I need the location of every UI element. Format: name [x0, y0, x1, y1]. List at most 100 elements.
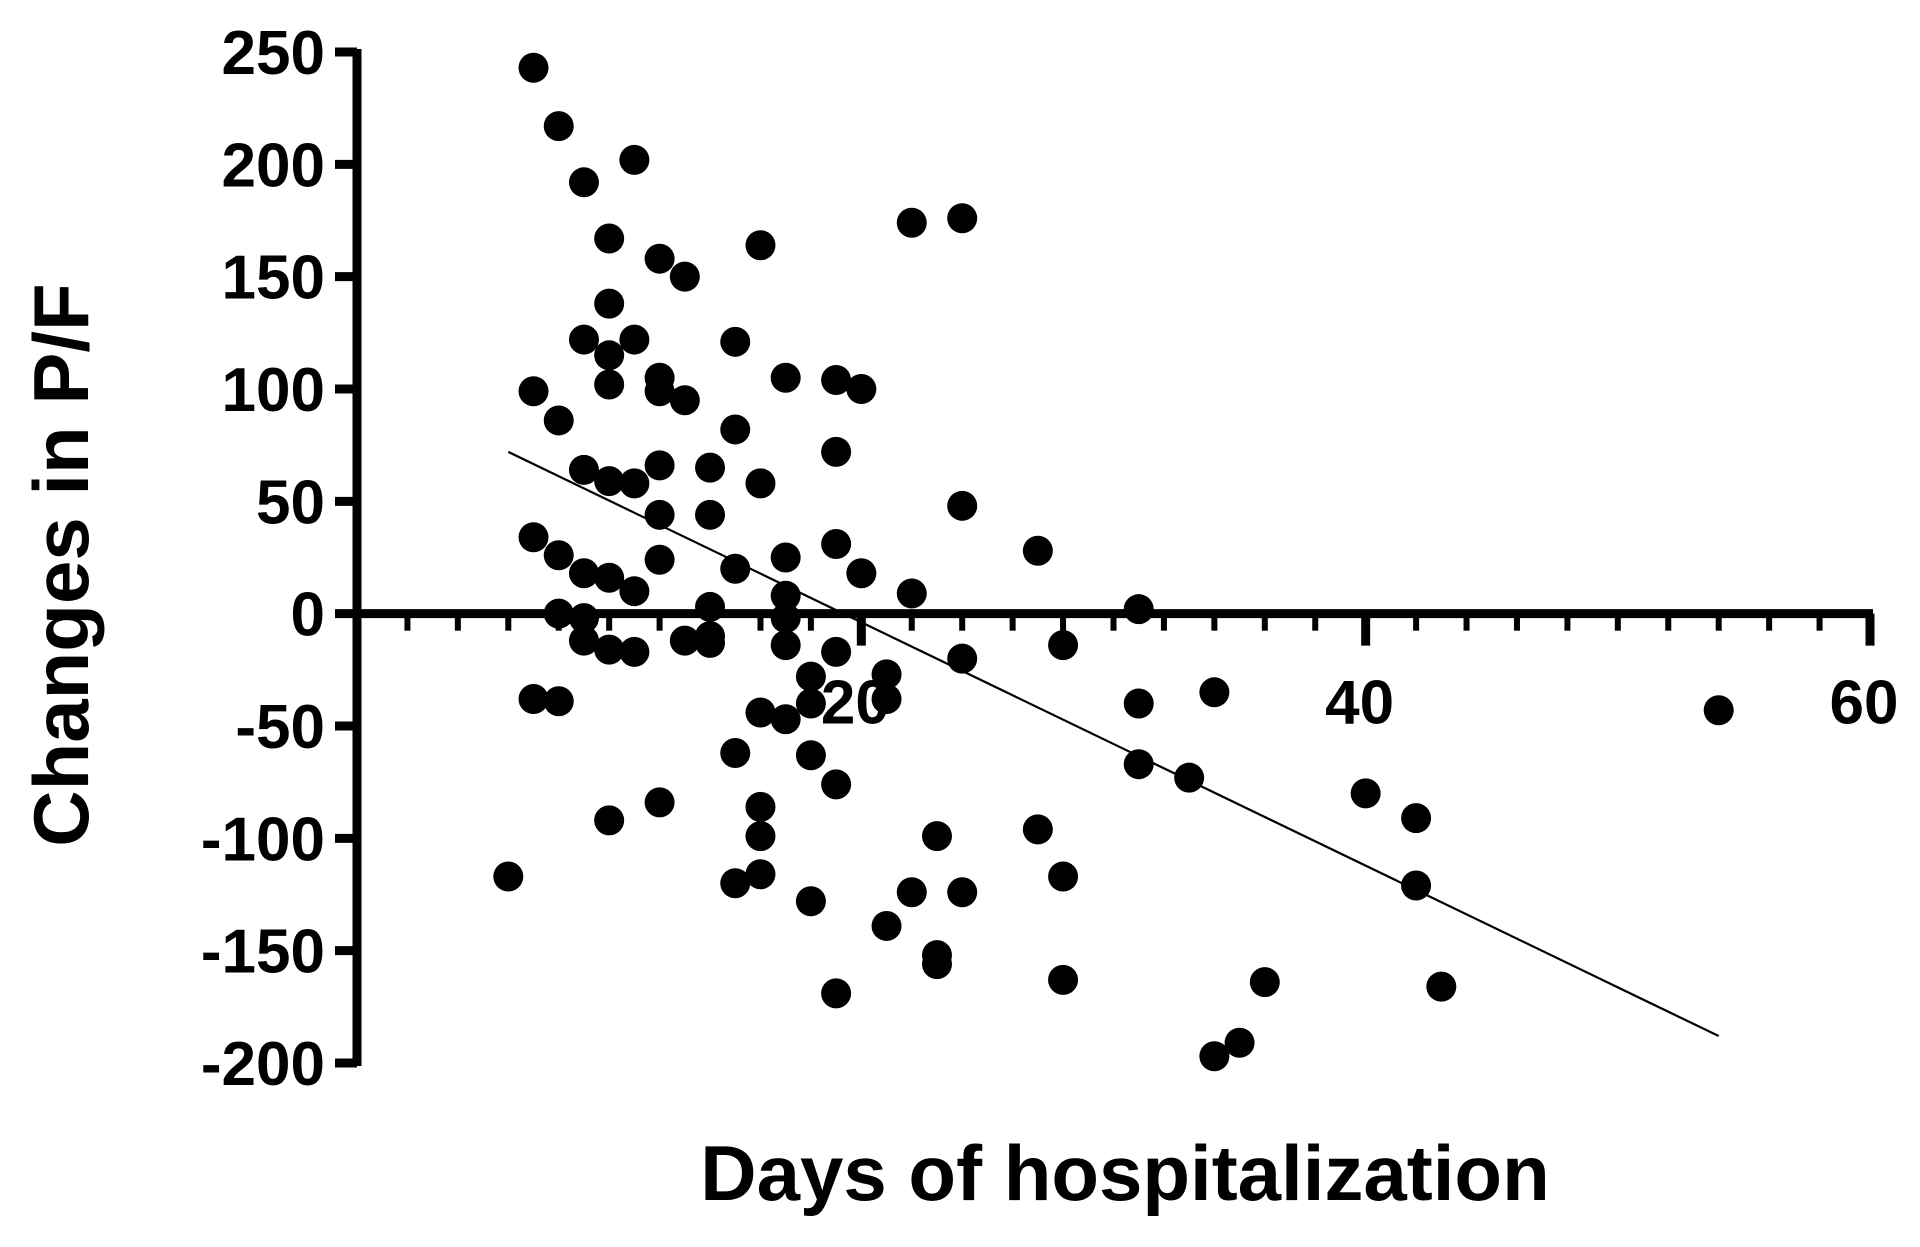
- data-point: [1123, 594, 1154, 625]
- data-point: [644, 544, 675, 575]
- data-point: [795, 740, 826, 771]
- data-point: [695, 627, 726, 658]
- data-point: [795, 688, 826, 719]
- data-point: [770, 362, 801, 393]
- data-point: [619, 636, 650, 667]
- data-point: [518, 376, 549, 407]
- data-point: [770, 704, 801, 735]
- data-point: [543, 540, 574, 571]
- data-point: [745, 791, 776, 822]
- x-tick-label: 40: [1325, 669, 1394, 738]
- x-tick-label: 60: [1830, 669, 1899, 738]
- data-point: [720, 414, 751, 445]
- data-point: [947, 203, 978, 234]
- data-point: [1401, 803, 1432, 834]
- data-point: [1174, 762, 1205, 793]
- data-point: [720, 553, 751, 584]
- data-point: [695, 591, 726, 622]
- data-point: [543, 686, 574, 717]
- data-point: [594, 223, 625, 254]
- data-point: [720, 868, 751, 899]
- data-point: [644, 787, 675, 818]
- data-point: [947, 643, 978, 674]
- data-point: [770, 603, 801, 634]
- points-layer: [493, 52, 1734, 1072]
- data-point: [745, 859, 776, 890]
- data-point: [594, 466, 625, 497]
- data-point: [619, 468, 650, 499]
- y-tick-label: 200: [222, 131, 325, 200]
- y-tick-label: -100: [201, 805, 325, 874]
- data-point: [1401, 870, 1432, 901]
- data-point: [1199, 677, 1230, 708]
- y-tick-label: 250: [222, 19, 325, 88]
- fit-line-layer: [507, 450, 1720, 1038]
- data-point: [947, 490, 978, 521]
- data-point: [1022, 535, 1053, 566]
- data-point: [1022, 814, 1053, 845]
- data-point: [947, 877, 978, 908]
- data-point: [1199, 1041, 1230, 1072]
- data-point: [644, 499, 675, 530]
- labels-layer: 250 200 150 100 50 0 -50 -100 -150 -200 20 40 60: [201, 19, 1899, 1099]
- data-point: [695, 452, 726, 483]
- y-tick-label: 0: [291, 581, 325, 650]
- data-point: [921, 821, 952, 852]
- data-point: [1426, 971, 1457, 1002]
- data-point: [821, 365, 852, 396]
- data-point: [493, 861, 524, 892]
- data-point: [745, 697, 776, 728]
- data-point: [543, 111, 574, 142]
- data-point: [594, 805, 625, 836]
- axes-layer: [335, 47, 1875, 1068]
- data-point: [1048, 861, 1079, 892]
- data-point: [896, 877, 927, 908]
- x-axis-title: Days of hospitalization: [700, 1129, 1549, 1217]
- data-point: [669, 261, 700, 292]
- data-point: [821, 769, 852, 800]
- data-point: [695, 499, 726, 530]
- data-point: [568, 558, 599, 589]
- data-point: [669, 625, 700, 656]
- data-point: [518, 52, 549, 83]
- data-point: [720, 737, 751, 768]
- data-point: [770, 630, 801, 661]
- data-point: [644, 376, 675, 407]
- y-tick-label: -50: [235, 693, 325, 762]
- data-point: [1048, 964, 1079, 995]
- data-point: [896, 578, 927, 609]
- data-point: [795, 661, 826, 692]
- data-point: [568, 167, 599, 198]
- data-point: [921, 949, 952, 980]
- data-point: [871, 659, 902, 690]
- x-tick-label: 20: [821, 669, 890, 738]
- data-point: [594, 634, 625, 665]
- data-point: [1249, 967, 1280, 998]
- data-point: [1350, 778, 1381, 809]
- data-point: [644, 450, 675, 481]
- data-point: [594, 369, 625, 400]
- data-point: [770, 542, 801, 573]
- y-tick-label: 150: [222, 244, 325, 313]
- data-point: [846, 374, 877, 404]
- data-point: [543, 405, 574, 436]
- data-point: [1123, 688, 1154, 719]
- y-axis-title: Changes in P/F: [17, 283, 105, 846]
- data-point: [568, 625, 599, 656]
- data-point: [518, 684, 549, 715]
- data-point: [871, 910, 902, 941]
- data-point: [821, 636, 852, 667]
- data-point: [518, 522, 549, 553]
- data-point: [745, 821, 776, 852]
- data-point: [821, 978, 852, 1009]
- data-point: [1703, 695, 1734, 726]
- data-point: [896, 207, 927, 238]
- data-point: [594, 340, 625, 371]
- data-point: [745, 230, 776, 261]
- data-point: [1123, 749, 1154, 780]
- data-point: [619, 324, 650, 355]
- data-point: [795, 886, 826, 917]
- y-tick-label: -150: [201, 918, 325, 987]
- data-point: [619, 576, 650, 607]
